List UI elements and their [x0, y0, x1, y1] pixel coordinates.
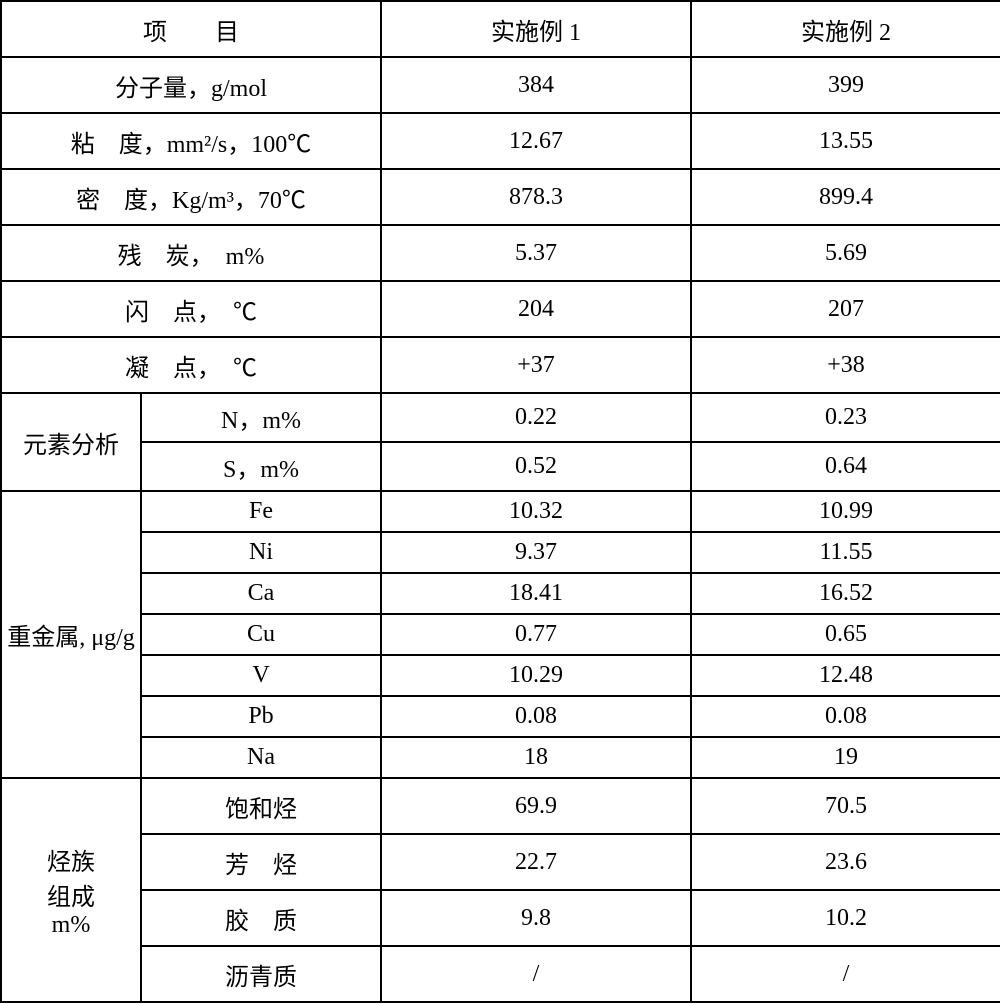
pb-v1: 0.08 — [381, 696, 691, 737]
asph-v2: / — [691, 946, 1000, 1002]
row-hc-arom: 芳 烃 22.7 23.6 — [1, 834, 1000, 890]
row-elem-s: S，m% 0.52 0.64 — [1, 442, 1000, 491]
label-fe: Fe — [141, 491, 381, 532]
header-row: 项 目 实施例 1 实施例 2 — [1, 1, 1000, 57]
label-visc: 粘 度，mm²/s，100℃ — [1, 113, 381, 169]
row-ccr: 残 炭， m% 5.37 5.69 — [1, 225, 1000, 281]
row-metal-na: Na 18 19 — [1, 737, 1000, 778]
header-ex1: 实施例 1 — [381, 1, 691, 57]
row-pour: 凝 点， ℃ +37 +38 — [1, 337, 1000, 393]
pour-v1: +37 — [381, 337, 691, 393]
label-sat: 饱和烃 — [141, 778, 381, 834]
group-elem: 元素分析 — [1, 393, 141, 491]
n-v1: 0.22 — [381, 393, 691, 442]
v-v1: 10.29 — [381, 655, 691, 696]
row-metal-pb: Pb 0.08 0.08 — [1, 696, 1000, 737]
resin-v1: 9.8 — [381, 890, 691, 946]
pour-v2: +38 — [691, 337, 1000, 393]
group-hc: 烃族 组成 m% — [1, 778, 141, 1002]
label-cu: Cu — [141, 614, 381, 655]
row-metal-ni: Ni 9.37 11.55 — [1, 532, 1000, 573]
cu-v1: 0.77 — [381, 614, 691, 655]
ni-v1: 9.37 — [381, 532, 691, 573]
dens-v1: 878.3 — [381, 169, 691, 225]
row-hc-sat: 烃族 组成 m% 饱和烃 69.9 70.5 — [1, 778, 1000, 834]
n-v2: 0.23 — [691, 393, 1000, 442]
label-pour: 凝 点， ℃ — [1, 337, 381, 393]
dens-v2: 899.4 — [691, 169, 1000, 225]
row-visc: 粘 度，mm²/s，100℃ 12.67 13.55 — [1, 113, 1000, 169]
s-v1: 0.52 — [381, 442, 691, 491]
label-n: N，m% — [141, 393, 381, 442]
fe-v1: 10.32 — [381, 491, 691, 532]
resin-v2: 10.2 — [691, 890, 1000, 946]
flash-v1: 204 — [381, 281, 691, 337]
mw-v1: 384 — [381, 57, 691, 113]
cu-v2: 0.65 — [691, 614, 1000, 655]
arom-v2: 23.6 — [691, 834, 1000, 890]
visc-v2: 13.55 — [691, 113, 1000, 169]
v-v2: 12.48 — [691, 655, 1000, 696]
sat-v1: 69.9 — [381, 778, 691, 834]
row-hc-resin: 胶 质 9.8 10.2 — [1, 890, 1000, 946]
header-ex2: 实施例 2 — [691, 1, 1000, 57]
row-elem-n: 元素分析 N，m% 0.22 0.23 — [1, 393, 1000, 442]
label-dens: 密 度，Kg/m³，70℃ — [1, 169, 381, 225]
label-asph: 沥青质 — [141, 946, 381, 1002]
mw-v2: 399 — [691, 57, 1000, 113]
label-ca: Ca — [141, 573, 381, 614]
label-na: Na — [141, 737, 381, 778]
na-v1: 18 — [381, 737, 691, 778]
label-v: V — [141, 655, 381, 696]
sat-v2: 70.5 — [691, 778, 1000, 834]
header-item: 项 目 — [1, 1, 381, 57]
group-metal: 重金属, μg/g — [1, 491, 141, 778]
ccr-v1: 5.37 — [381, 225, 691, 281]
label-resin: 胶 质 — [141, 890, 381, 946]
row-metal-fe: 重金属, μg/g Fe 10.32 10.99 — [1, 491, 1000, 532]
pb-v2: 0.08 — [691, 696, 1000, 737]
label-s: S，m% — [141, 442, 381, 491]
s-v2: 0.64 — [691, 442, 1000, 491]
row-hc-asph: 沥青质 / / — [1, 946, 1000, 1002]
label-ni: Ni — [141, 532, 381, 573]
flash-v2: 207 — [691, 281, 1000, 337]
label-ccr: 残 炭， m% — [1, 225, 381, 281]
row-metal-ca: Ca 18.41 16.52 — [1, 573, 1000, 614]
arom-v1: 22.7 — [381, 834, 691, 890]
label-mw: 分子量，g/mol — [1, 57, 381, 113]
row-mw: 分子量，g/mol 384 399 — [1, 57, 1000, 113]
row-dens: 密 度，Kg/m³，70℃ 878.3 899.4 — [1, 169, 1000, 225]
label-arom: 芳 烃 — [141, 834, 381, 890]
ca-v2: 16.52 — [691, 573, 1000, 614]
label-flash: 闪 点， ℃ — [1, 281, 381, 337]
asph-v1: / — [381, 946, 691, 1002]
label-pb: Pb — [141, 696, 381, 737]
fe-v2: 10.99 — [691, 491, 1000, 532]
ccr-v2: 5.69 — [691, 225, 1000, 281]
ca-v1: 18.41 — [381, 573, 691, 614]
row-metal-cu: Cu 0.77 0.65 — [1, 614, 1000, 655]
ni-v2: 11.55 — [691, 532, 1000, 573]
na-v2: 19 — [691, 737, 1000, 778]
row-flash: 闪 点， ℃ 204 207 — [1, 281, 1000, 337]
properties-table: 项 目 实施例 1 实施例 2 分子量，g/mol 384 399 粘 度，mm… — [0, 0, 1000, 1003]
visc-v1: 12.67 — [381, 113, 691, 169]
row-metal-v: V 10.29 12.48 — [1, 655, 1000, 696]
